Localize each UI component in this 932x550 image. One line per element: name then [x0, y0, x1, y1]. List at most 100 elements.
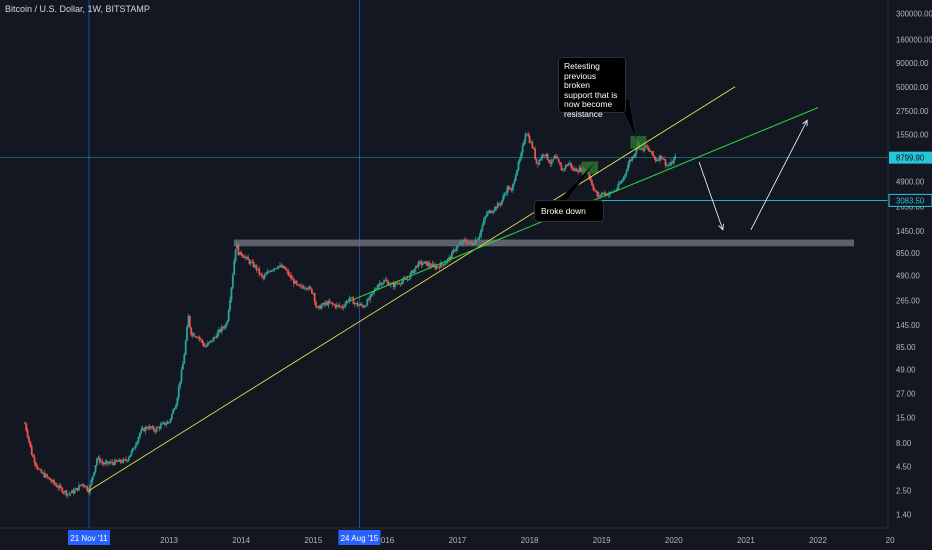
- candle-body: [266, 271, 269, 274]
- candle-body: [345, 301, 348, 304]
- candle-body: [377, 284, 380, 288]
- candle-body: [254, 265, 256, 268]
- candle-body: [65, 490, 68, 496]
- candle-body: [473, 243, 476, 245]
- candle-body: [437, 266, 439, 268]
- candle-body: [78, 485, 80, 491]
- candle-body: [475, 239, 478, 241]
- candle-body: [299, 285, 302, 287]
- candle-body: [401, 281, 403, 284]
- candle-body: [175, 405, 177, 409]
- candle-body: [452, 250, 455, 253]
- candle-body: [220, 326, 223, 332]
- candle-body: [172, 409, 175, 414]
- candle-body: [25, 423, 28, 431]
- candle-body: [527, 134, 530, 137]
- candle-body: [542, 154, 545, 156]
- candle-body: [161, 423, 164, 425]
- candle-body: [238, 252, 241, 256]
- time-tick-label: 2013: [160, 536, 178, 545]
- candle-body: [578, 167, 581, 172]
- candle-body: [523, 141, 525, 146]
- candle-body: [23, 423, 26, 425]
- candle-body: [79, 485, 82, 487]
- candle-body: [640, 148, 643, 150]
- candle-body: [127, 457, 130, 461]
- candle-body: [111, 461, 114, 464]
- candle-body: [671, 161, 674, 164]
- time-tick-label: 2017: [449, 536, 467, 545]
- candle-body: [98, 457, 101, 463]
- candle-body: [575, 168, 578, 172]
- candle-body: [316, 306, 319, 308]
- candle-body: [120, 462, 123, 463]
- candle-body: [624, 173, 627, 177]
- candle-body: [109, 461, 112, 463]
- time-tick-label: 2019: [593, 536, 611, 545]
- candle-body: [423, 261, 426, 264]
- candle-body: [506, 186, 509, 194]
- price-tick-label: 8.00: [896, 439, 912, 448]
- projection-arrow-line: [698, 161, 724, 230]
- candle-body: [200, 338, 202, 340]
- candle-body: [349, 297, 352, 299]
- candle-body: [646, 147, 649, 149]
- candle-body: [376, 287, 378, 289]
- candle-body: [567, 163, 570, 166]
- candle-body: [335, 304, 338, 308]
- candle-body: [283, 265, 286, 269]
- candle-body: [631, 156, 634, 161]
- candle-body: [668, 165, 671, 167]
- marker-date-tag: [338, 530, 381, 545]
- candle-body: [455, 248, 457, 251]
- candle-body: [441, 262, 444, 265]
- candle-body: [163, 422, 166, 425]
- candle-body: [71, 490, 73, 494]
- candle-body: [495, 206, 498, 209]
- candle-body: [370, 293, 373, 296]
- candle-body: [252, 261, 255, 268]
- candle-body: [29, 441, 32, 447]
- candle-body: [93, 471, 96, 477]
- candle-body: [122, 459, 125, 463]
- candle-body: [58, 485, 61, 488]
- candle-body: [650, 151, 653, 153]
- candle-body: [177, 386, 180, 398]
- candle-body: [308, 286, 310, 290]
- candle-body: [148, 426, 151, 429]
- candle-body: [559, 162, 561, 166]
- candle-body: [48, 477, 51, 481]
- candle-body: [265, 273, 268, 276]
- candle-body: [524, 134, 527, 142]
- candle-body: [474, 239, 477, 244]
- price-tick-label: 4.50: [896, 463, 912, 472]
- candle-body: [552, 159, 555, 161]
- candle-body: [176, 397, 179, 406]
- price-tick-label: 265.00: [896, 296, 921, 305]
- candle-body: [459, 242, 462, 245]
- candle-body: [428, 263, 431, 266]
- candle-body: [627, 164, 629, 171]
- candle-body: [435, 266, 438, 269]
- price-tick-label: 300000.00: [896, 10, 932, 19]
- candle-body: [489, 210, 492, 214]
- time-tick-label: 2021: [737, 536, 755, 545]
- candle-body: [26, 430, 29, 438]
- candle-body: [291, 278, 294, 280]
- candle-body: [652, 151, 654, 156]
- candle-body: [634, 153, 636, 158]
- candle-body: [87, 490, 90, 493]
- candle-body: [312, 293, 315, 295]
- candle-body: [326, 302, 329, 306]
- candle-body: [557, 159, 560, 163]
- candle-body: [498, 203, 500, 205]
- candle-body: [234, 248, 237, 261]
- candle-body: [80, 484, 83, 486]
- candle-body: [208, 341, 211, 343]
- candle-body: [403, 278, 406, 280]
- candle-body: [358, 305, 360, 306]
- candle-body: [227, 310, 230, 322]
- candle-body: [550, 160, 553, 164]
- candle-body: [438, 266, 441, 268]
